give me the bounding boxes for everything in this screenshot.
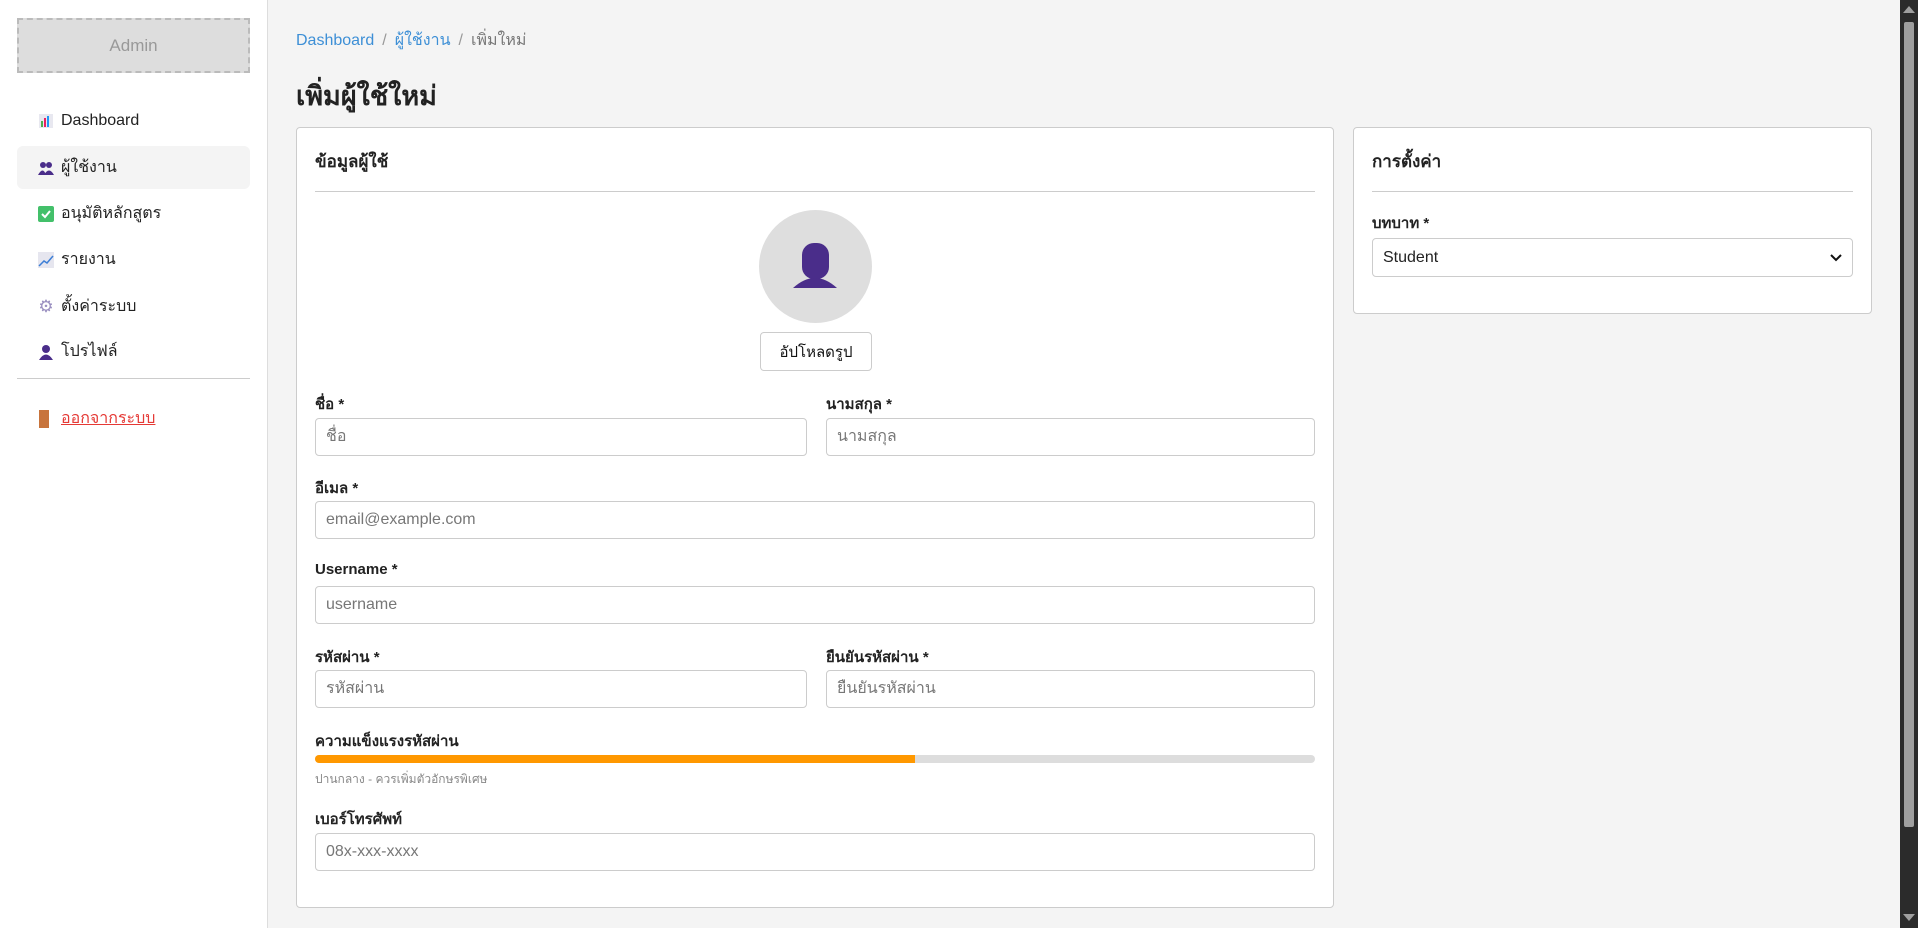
password-input[interactable] bbox=[315, 670, 807, 708]
scrollbar-thumb[interactable] bbox=[1904, 22, 1914, 827]
password-strength-hint: ปานกลาง - ควรเพิ่มตัวอักษรพิเศษ bbox=[315, 772, 488, 786]
sidebar-item-dashboard[interactable]: Dashboard bbox=[17, 99, 250, 142]
sidebar-divider bbox=[17, 378, 250, 379]
confirm-password-label: ยืนยันรหัสผ่าน * bbox=[826, 649, 929, 666]
sidebar-item-label: อนุมัติหลักสูตร bbox=[61, 205, 162, 222]
role-select-value: Student bbox=[1383, 248, 1439, 266]
sidebar-item-system-settings[interactable]: ⚙ ตั้งค่าระบบ bbox=[17, 285, 250, 328]
card-divider bbox=[315, 191, 1315, 192]
password-strength-label: ความแข็งแรงรหัสผ่าน bbox=[315, 733, 459, 750]
user-avatar-icon bbox=[793, 243, 837, 288]
password-strength-fill bbox=[315, 755, 915, 763]
users-icon bbox=[37, 159, 55, 177]
door-icon bbox=[39, 409, 49, 428]
sidebar-item-label: โปรไฟล์ bbox=[61, 343, 118, 360]
sidebar-item-users[interactable]: ผู้ใช้งาน bbox=[17, 146, 250, 189]
avatar bbox=[759, 210, 872, 323]
last-name-label: นามสกุล * bbox=[826, 396, 892, 413]
user-info-title: ข้อมูลผู้ใช้ bbox=[315, 152, 389, 171]
sidebar-item-label: Dashboard bbox=[61, 111, 140, 129]
sidebar-item-label: ตั้งค่าระบบ bbox=[61, 298, 137, 315]
last-name-input[interactable] bbox=[826, 418, 1315, 456]
logout-link[interactable]: ออกจากระบบ bbox=[35, 406, 155, 431]
first-name-input[interactable] bbox=[315, 418, 807, 456]
scrollbar[interactable] bbox=[1900, 0, 1918, 928]
logout-label: ออกจากระบบ bbox=[61, 410, 156, 427]
gear-icon: ⚙ bbox=[38, 296, 54, 316]
sidebar-item-profile[interactable]: โปรไฟล์ bbox=[17, 330, 250, 373]
settings-title: การตั้งค่า bbox=[1372, 152, 1442, 171]
sidebar: Admin Dashboard ผู้ใช้งาน อนุมัติหลักสูต… bbox=[0, 0, 268, 928]
email-label: อีเมล * bbox=[315, 480, 359, 497]
role-label: บทบาท * bbox=[1372, 215, 1430, 232]
phone-label: เบอร์โทรศัพท์ bbox=[315, 811, 403, 828]
line-chart-icon bbox=[37, 251, 55, 269]
breadcrumb-current: เพิ่มใหม่ bbox=[470, 32, 527, 49]
password-label: รหัสผ่าน * bbox=[315, 649, 380, 666]
bar-chart-icon bbox=[37, 112, 55, 130]
breadcrumb-separator: / bbox=[458, 32, 463, 49]
chevron-down-icon bbox=[1830, 253, 1842, 261]
sidebar-item-label: รายงาน bbox=[61, 251, 116, 268]
breadcrumb-dashboard[interactable]: Dashboard bbox=[296, 32, 375, 49]
user-icon bbox=[37, 343, 55, 361]
first-name-label: ชื่อ * bbox=[315, 396, 345, 413]
logo-placeholder: Admin bbox=[17, 18, 250, 73]
check-box-icon bbox=[37, 205, 55, 223]
breadcrumb-separator: / bbox=[382, 32, 387, 49]
password-strength-bar bbox=[315, 755, 1315, 763]
email-input[interactable] bbox=[315, 501, 1315, 539]
sidebar-item-reports[interactable]: รายงาน bbox=[17, 238, 250, 281]
settings-card bbox=[1353, 127, 1872, 314]
breadcrumb: Dashboard / ผู้ใช้งาน / เพิ่มใหม่ bbox=[296, 28, 526, 53]
scroll-up-arrow-icon[interactable] bbox=[1903, 6, 1915, 13]
sidebar-item-label: ผู้ใช้งาน bbox=[61, 159, 117, 176]
phone-input[interactable] bbox=[315, 833, 1315, 871]
scroll-down-arrow-icon[interactable] bbox=[1903, 914, 1915, 921]
role-select[interactable]: Student bbox=[1372, 238, 1853, 277]
card-divider bbox=[1372, 191, 1853, 192]
breadcrumb-users[interactable]: ผู้ใช้งาน bbox=[394, 32, 451, 49]
sidebar-item-course-approval[interactable]: อนุมัติหลักสูตร bbox=[17, 192, 250, 235]
username-input[interactable] bbox=[315, 586, 1315, 624]
page-title: เพิ่มผู้ใช้ใหม่ bbox=[296, 81, 437, 111]
username-label: Username * bbox=[315, 561, 398, 578]
confirm-password-input[interactable] bbox=[826, 670, 1315, 708]
upload-photo-button[interactable]: อัปโหลดรูป bbox=[760, 332, 872, 371]
